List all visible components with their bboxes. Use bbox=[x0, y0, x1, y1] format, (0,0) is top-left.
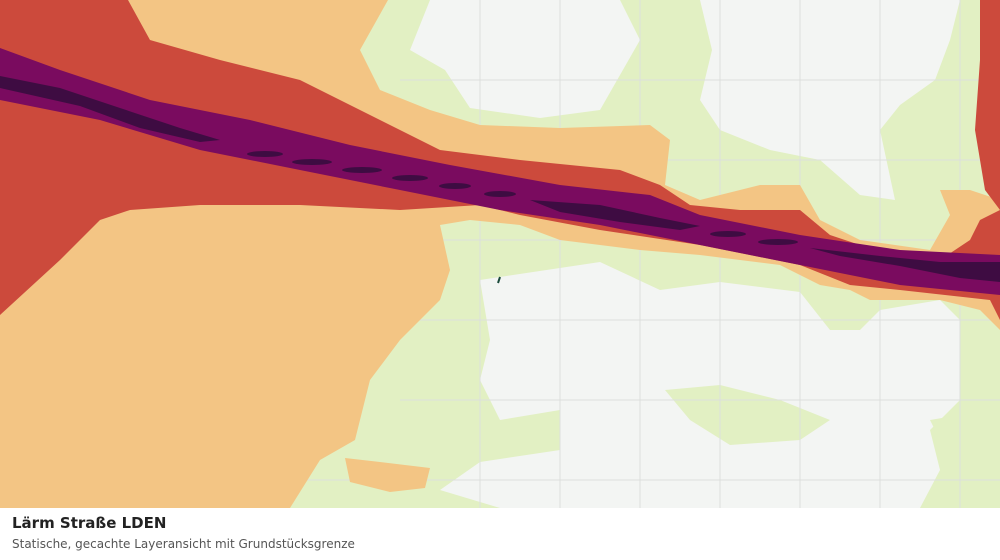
area bbox=[440, 262, 960, 508]
patch bbox=[930, 415, 1000, 470]
layer-subtitle: Statische, gecachte Layeransicht mit Gru… bbox=[12, 537, 355, 551]
area bbox=[410, 0, 640, 118]
layer-title: Lärm Straße LDEN bbox=[12, 514, 167, 532]
peak-area bbox=[392, 175, 428, 181]
built-areas bbox=[410, 0, 960, 508]
peak-area bbox=[530, 200, 700, 230]
caption: Lärm Straße LDEN Statische, gecachte Lay… bbox=[0, 508, 1000, 560]
peak-area bbox=[439, 183, 471, 189]
peak-area bbox=[342, 167, 382, 173]
area bbox=[700, 0, 960, 200]
noise-zone-low bbox=[345, 458, 430, 492]
peak-area bbox=[484, 191, 516, 197]
noise-zone-peak bbox=[0, 76, 1000, 282]
parcel-marker bbox=[497, 276, 501, 284]
noise-zone-high bbox=[0, 48, 1000, 295]
peak-area bbox=[710, 231, 746, 237]
noise-zone-mid bbox=[975, 0, 1000, 210]
peak-area bbox=[292, 159, 332, 165]
noise-map bbox=[0, 0, 1000, 508]
peak-area bbox=[758, 239, 798, 245]
peak-area bbox=[810, 248, 1000, 282]
peak-area bbox=[247, 151, 283, 157]
peak-area bbox=[0, 76, 220, 142]
